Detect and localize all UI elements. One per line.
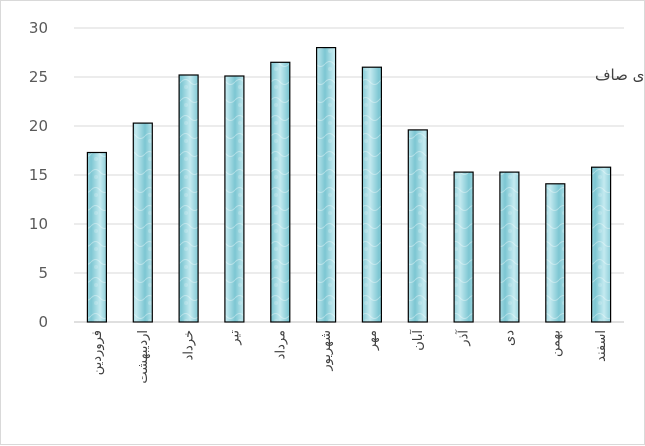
- bar: [270, 61, 291, 323]
- x-tick-label: اردیبهشت: [136, 330, 151, 384]
- y-tick-label: 5: [38, 264, 48, 282]
- y-axis-ticks: 0 5 10 15 20 25 30: [29, 19, 48, 331]
- x-tick-label: بهمن: [548, 330, 563, 357]
- bar: [499, 171, 520, 323]
- y-tick-label: 15: [29, 166, 48, 184]
- x-tick-label: شهریور: [319, 330, 334, 372]
- x-tick-label: مرداد: [273, 330, 288, 359]
- bar: [132, 122, 153, 323]
- x-tick-label: آبان: [409, 329, 426, 351]
- chart-title: تعداد روزهای صاف: [595, 66, 645, 84]
- bar: [361, 66, 382, 323]
- x-axis-labels: فروردین اردیبهشت خرداد تیر مرداد شهریور مهر آبا…: [90, 329, 609, 384]
- bar: [453, 171, 474, 323]
- x-tick-label: تیر: [227, 330, 242, 346]
- bar: [316, 46, 337, 323]
- x-tick-label: مهر: [365, 330, 380, 351]
- y-tick-label: 10: [29, 215, 48, 233]
- x-tick-label: آذر: [455, 329, 472, 347]
- bar: [86, 151, 108, 323]
- y-tick-label: 20: [29, 117, 48, 135]
- gridlines: [74, 27, 624, 323]
- y-tick-label: 30: [29, 19, 48, 37]
- x-tick-label: خرداد: [182, 330, 197, 360]
- x-tick-label: اسفند: [594, 330, 609, 362]
- x-tick-label: فروردین: [90, 330, 105, 375]
- y-tick-label: 0: [38, 313, 48, 331]
- x-tick-label: دی: [502, 330, 517, 346]
- bars: [86, 46, 612, 323]
- bar: [407, 129, 428, 323]
- bar: [224, 75, 245, 323]
- bar: [178, 74, 199, 323]
- bar: [590, 166, 612, 323]
- y-tick-label: 25: [29, 68, 48, 86]
- bar: [545, 183, 566, 323]
